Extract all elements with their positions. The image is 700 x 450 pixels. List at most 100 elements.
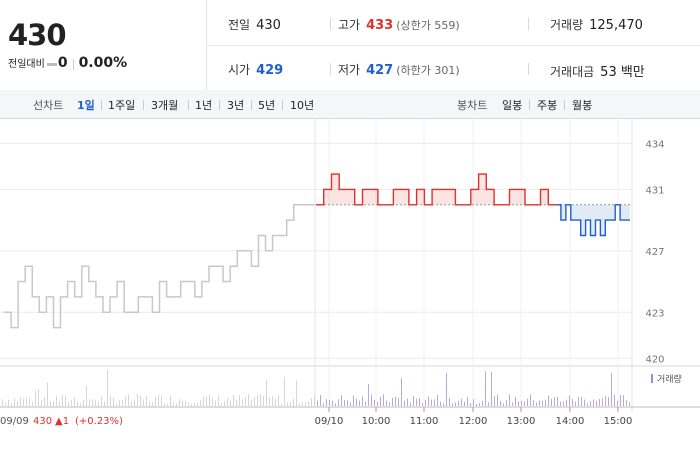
volume-bar — [602, 398, 603, 406]
volume-bar — [35, 390, 36, 406]
volume-bar — [584, 399, 585, 406]
volume-bar — [305, 401, 306, 406]
tab-1day[interactable]: 1일 — [77, 99, 95, 112]
volume-bar — [272, 396, 273, 406]
open-price: 시가 429 — [228, 63, 284, 78]
volume-bar — [62, 394, 63, 406]
tab-1year[interactable]: 1년 — [195, 99, 213, 112]
volume-bar — [467, 397, 468, 406]
volume-bar — [71, 399, 72, 406]
volume-bar — [26, 397, 27, 406]
volume-bar — [371, 394, 372, 406]
volume-bar — [221, 403, 222, 406]
volume-bar — [110, 395, 111, 406]
divider — [143, 100, 144, 110]
current-price: 430 — [8, 18, 67, 52]
volume-bar — [623, 395, 624, 406]
volume-bar — [116, 403, 117, 406]
volume-bar — [296, 380, 297, 406]
volume-bar — [269, 397, 270, 406]
tab-5year[interactable]: 5년 — [258, 99, 276, 112]
volume-stat: 거래량 125,470 — [550, 18, 643, 33]
tab-monthly[interactable]: 월봉 — [572, 99, 593, 112]
volume-bar — [572, 399, 573, 406]
volume-bar — [311, 398, 312, 406]
volume-bar — [416, 398, 417, 406]
volume-bar — [539, 400, 540, 406]
volume-bar — [596, 400, 597, 406]
volume-bar — [515, 396, 516, 406]
volume-bar — [185, 401, 186, 406]
volume-bar — [500, 400, 501, 406]
volume-bar — [317, 400, 318, 406]
volume-bar — [533, 400, 534, 406]
volume-bar — [44, 397, 45, 406]
volume-bar — [137, 394, 138, 406]
volume-bar — [350, 402, 351, 406]
divider — [188, 100, 189, 110]
volume-bar — [233, 394, 234, 406]
change-label: 전일대비 — [8, 59, 45, 70]
volume-bar — [89, 399, 90, 406]
volume-bar — [326, 399, 327, 406]
volume-bar — [452, 403, 453, 406]
volume-bar — [626, 400, 627, 406]
volume-bar — [191, 403, 192, 406]
volume-bar — [194, 403, 195, 406]
volume-bar — [569, 395, 570, 406]
volume-bar — [398, 398, 399, 406]
volume-bar — [209, 394, 210, 406]
volume-bar — [203, 396, 204, 406]
volume-bar — [449, 397, 450, 406]
volume-bars — [2, 369, 630, 406]
volume-bar — [314, 395, 315, 406]
price-chart[interactable]: 434 431 427 423 420 09/10 10:00 11:00 12:00 13:0… — [0, 118, 700, 450]
volume-bar — [338, 399, 339, 406]
volume-bar — [614, 394, 615, 406]
volume-bar — [5, 402, 6, 406]
volume-bar — [287, 402, 288, 406]
candle-chart-label: 봉차트 — [457, 99, 488, 112]
volume-bar — [197, 402, 198, 406]
volume-bar — [575, 401, 576, 406]
volume-bar — [365, 401, 366, 406]
volume-bar — [149, 401, 150, 406]
volume-bar — [83, 399, 84, 406]
volume-bar — [422, 403, 423, 406]
volume-bar — [134, 399, 135, 406]
volume-bar — [77, 401, 78, 406]
volume-bar — [125, 396, 126, 406]
tab-3month[interactable]: 3개월 — [151, 99, 179, 112]
tab-10year[interactable]: 10년 — [290, 99, 315, 112]
volume-bar — [488, 402, 489, 406]
divider — [251, 100, 252, 110]
tab-daily[interactable]: 일봉 — [502, 99, 523, 112]
volume-bar — [404, 400, 405, 406]
volume-bar — [521, 400, 522, 406]
y-axis: 434 431 427 423 420 — [645, 139, 664, 365]
tab-3year[interactable]: 3년 — [227, 99, 245, 112]
volume-bar — [491, 371, 492, 406]
volume-bar — [68, 401, 69, 406]
tab-weekly[interactable]: 주봉 — [537, 99, 558, 112]
volume-bar — [50, 401, 51, 406]
volume-bar — [86, 385, 87, 406]
volume-bar — [140, 395, 141, 406]
divider — [529, 100, 530, 110]
volume-bar — [359, 400, 360, 406]
volume-bar — [470, 403, 471, 406]
footer-change: ▲1 — [55, 416, 69, 427]
price-change: 전일대비 0 0.00% — [8, 55, 127, 71]
volume-bar — [47, 382, 48, 406]
x-tick-label: 14:00 — [556, 416, 585, 427]
volume-bar — [512, 402, 513, 406]
volume-bar — [236, 399, 237, 406]
change-value: 0 — [57, 55, 68, 71]
volume-bar — [107, 369, 108, 406]
volume-bar — [590, 401, 591, 406]
tab-1week[interactable]: 1주일 — [108, 99, 136, 112]
volume-bar — [611, 373, 612, 406]
divider — [72, 58, 74, 70]
high-price: 고가 433 (상한가 559) — [338, 18, 460, 33]
volume-bar — [461, 398, 462, 406]
